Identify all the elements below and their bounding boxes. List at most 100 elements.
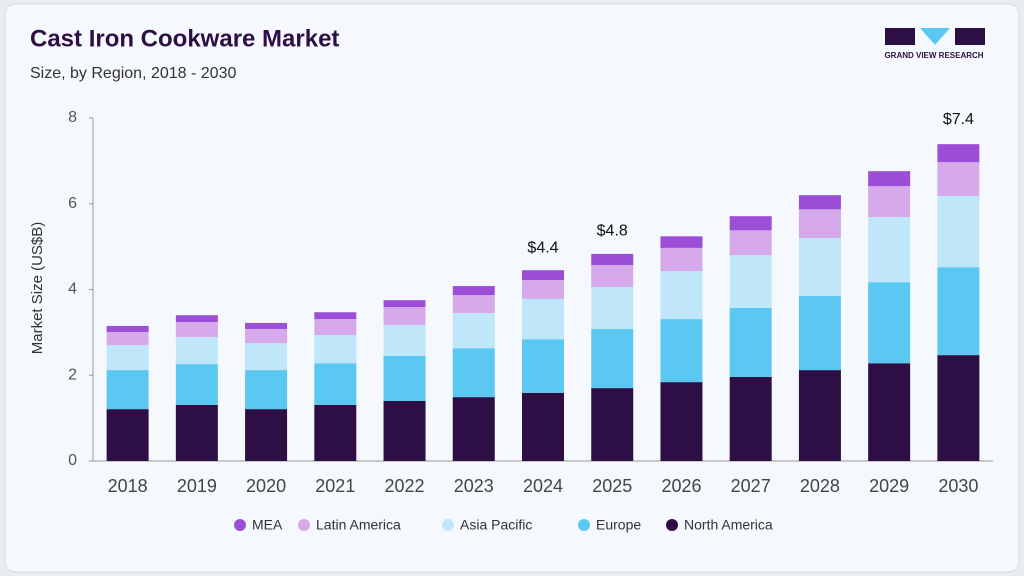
bar-segment <box>937 355 980 461</box>
bar-segment <box>452 286 495 296</box>
bar-segment <box>106 331 149 346</box>
bar-segment <box>175 404 218 461</box>
bar-segment <box>522 339 564 393</box>
bar-segment <box>729 216 772 231</box>
bar-segment <box>314 334 357 364</box>
x-tick-label: 2030 <box>938 476 978 496</box>
x-tick-label: 2019 <box>177 476 217 496</box>
bar-segment <box>452 313 495 349</box>
bar-segment <box>245 343 288 371</box>
bar-segment <box>868 186 911 218</box>
legend-swatch <box>298 519 310 531</box>
bar-segment <box>660 247 703 272</box>
x-tick-label: 2024 <box>523 476 563 496</box>
bar-segment <box>522 298 564 340</box>
bar-segment <box>106 345 149 371</box>
bar-segment <box>937 162 980 197</box>
bar-segment <box>798 295 841 371</box>
legend-swatch <box>234 519 246 531</box>
bar-segment <box>591 286 634 329</box>
card <box>4 3 1020 573</box>
bar-segment <box>452 348 495 398</box>
bar-segment <box>798 370 841 461</box>
total-label: $7.4 <box>943 111 974 128</box>
bar-segment <box>175 322 218 338</box>
bar-segment <box>106 409 149 461</box>
bar-segment <box>314 404 357 461</box>
bar-segment <box>729 376 772 461</box>
bar-segment <box>937 144 980 163</box>
bar-segment <box>729 255 772 308</box>
bar-segment <box>452 397 495 461</box>
y-tick-label: 0 <box>68 452 77 469</box>
bar-segment <box>591 253 634 266</box>
legend-label: MEA <box>252 517 283 533</box>
chart-title: Cast Iron Cookware Market <box>30 25 339 52</box>
x-tick-label: 2018 <box>108 476 148 496</box>
y-axis-label: Market Size (US$B) <box>29 222 46 355</box>
logo: GRAND VIEW RESEARCH <box>884 28 985 60</box>
bar-segment <box>245 409 288 461</box>
bar-segment <box>245 370 288 410</box>
x-tick-label: 2029 <box>869 476 909 496</box>
bar-segment <box>660 271 703 320</box>
x-tick-label: 2027 <box>731 476 771 496</box>
bar-segment <box>175 364 218 405</box>
x-tick-label: 2023 <box>454 476 494 496</box>
bar-segment <box>522 392 564 461</box>
y-tick-label: 4 <box>68 281 77 298</box>
x-tick-label: 2025 <box>592 476 632 496</box>
bar-segment <box>868 171 911 187</box>
bar-segment <box>798 209 841 239</box>
x-tick-label: 2026 <box>661 476 701 496</box>
bar-segment <box>660 319 703 383</box>
x-tick-label: 2022 <box>385 476 425 496</box>
bar-segment <box>383 355 426 401</box>
legend-label: Latin America <box>316 517 401 533</box>
bar-segment <box>591 265 634 287</box>
bar-segment <box>798 238 841 296</box>
total-label: $4.8 <box>597 222 628 239</box>
bar-segment <box>868 363 911 461</box>
x-tick-label: 2028 <box>800 476 840 496</box>
bar-segment <box>868 217 911 283</box>
bar-segment <box>383 400 426 461</box>
bar-segment <box>937 196 980 268</box>
bar-segment <box>522 280 564 299</box>
x-tick-label: 2021 <box>315 476 355 496</box>
legend-label: Asia Pacific <box>460 517 532 533</box>
bar-segment <box>729 307 772 377</box>
y-tick-label: 8 <box>68 109 77 126</box>
legend-swatch <box>442 519 454 531</box>
bar-segment <box>383 307 426 326</box>
x-tick-label: 2020 <box>246 476 286 496</box>
bar-segment <box>591 328 634 389</box>
bar-segment <box>383 300 426 308</box>
bar-segment <box>106 370 149 410</box>
y-tick-label: 2 <box>68 366 77 383</box>
bar-segment <box>591 388 634 461</box>
y-tick-label: 6 <box>68 195 77 212</box>
bar-segment <box>729 230 772 256</box>
chart-subtitle: Size, by Region, 2018 - 2030 <box>30 65 236 82</box>
legend-swatch <box>666 519 678 531</box>
bar-segment <box>868 282 911 364</box>
bar-segment <box>798 195 841 210</box>
legend-swatch <box>578 519 590 531</box>
bar-segment <box>175 315 218 323</box>
bar-segment <box>660 382 703 461</box>
bar-segment <box>522 270 564 281</box>
bar-segment <box>106 325 149 332</box>
legend-label: North America <box>684 517 773 533</box>
bar-segment <box>937 267 980 356</box>
bar-segment <box>314 363 357 405</box>
logo-text: GRAND VIEW RESEARCH <box>884 51 983 60</box>
bar-segment <box>660 236 703 248</box>
bar-segment <box>383 325 426 356</box>
bar-segment <box>314 319 357 335</box>
bar-segment <box>175 337 218 365</box>
bar-segment <box>245 328 288 344</box>
bar-segment <box>452 295 495 314</box>
bar-segment <box>245 322 288 329</box>
